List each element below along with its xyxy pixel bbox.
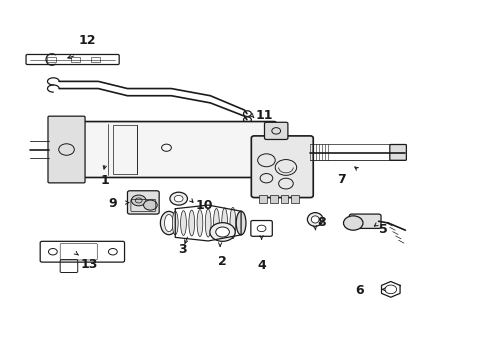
Circle shape <box>209 223 235 241</box>
FancyBboxPatch shape <box>56 122 276 177</box>
FancyBboxPatch shape <box>251 136 313 198</box>
Ellipse shape <box>229 207 235 239</box>
Bar <box>91 57 100 62</box>
Ellipse shape <box>307 213 323 226</box>
Circle shape <box>143 200 157 210</box>
Text: 10: 10 <box>195 199 213 212</box>
FancyBboxPatch shape <box>348 214 380 228</box>
Ellipse shape <box>213 208 219 238</box>
Text: 3: 3 <box>178 243 187 256</box>
Circle shape <box>174 195 183 202</box>
Bar <box>47 57 56 62</box>
Circle shape <box>384 285 396 294</box>
Circle shape <box>215 227 229 237</box>
FancyBboxPatch shape <box>264 122 287 139</box>
Text: 7: 7 <box>336 173 345 186</box>
Ellipse shape <box>160 211 177 235</box>
Text: 12: 12 <box>79 33 96 47</box>
Text: 6: 6 <box>355 284 363 297</box>
Text: 13: 13 <box>80 258 97 271</box>
Ellipse shape <box>205 209 211 237</box>
Bar <box>71 57 80 62</box>
Ellipse shape <box>180 211 186 235</box>
FancyBboxPatch shape <box>127 191 159 214</box>
FancyBboxPatch shape <box>48 116 85 183</box>
Ellipse shape <box>236 211 245 235</box>
Ellipse shape <box>188 210 194 236</box>
Bar <box>269 195 277 203</box>
Ellipse shape <box>221 208 227 238</box>
Text: 9: 9 <box>108 197 117 210</box>
Text: 4: 4 <box>257 259 266 272</box>
Text: 2: 2 <box>217 255 226 268</box>
Text: 8: 8 <box>317 216 325 229</box>
Circle shape <box>131 195 146 206</box>
Ellipse shape <box>311 216 319 223</box>
Ellipse shape <box>164 215 173 231</box>
Circle shape <box>169 192 187 205</box>
Ellipse shape <box>57 122 76 177</box>
FancyBboxPatch shape <box>389 144 406 160</box>
Bar <box>259 195 266 203</box>
Circle shape <box>343 216 362 230</box>
Bar <box>291 195 299 203</box>
Ellipse shape <box>172 211 178 235</box>
Text: 11: 11 <box>255 109 272 122</box>
Text: 5: 5 <box>378 222 386 236</box>
Text: 1: 1 <box>101 174 109 187</box>
Bar <box>280 195 288 203</box>
Ellipse shape <box>197 210 203 237</box>
